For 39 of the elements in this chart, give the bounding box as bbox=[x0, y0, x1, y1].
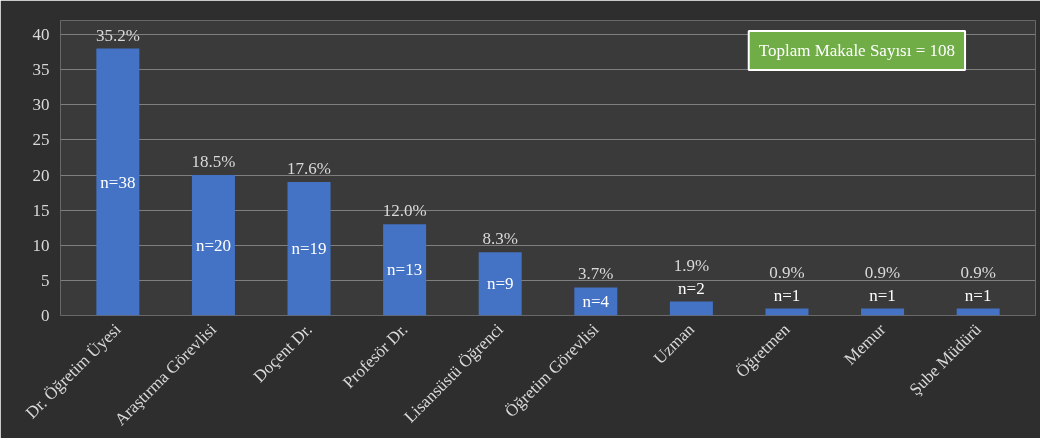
y-tick-label: 15 bbox=[32, 200, 50, 220]
bar bbox=[478, 252, 522, 316]
y-tick-label: 0 bbox=[41, 306, 50, 325]
annotation: 0.9% bbox=[769, 263, 805, 283]
bar bbox=[383, 224, 427, 316]
y-tick-label: 35 bbox=[32, 60, 50, 80]
data-label: n=4 bbox=[582, 291, 610, 311]
y-tick-label: 30 bbox=[32, 95, 50, 115]
y-tick-label: 5 bbox=[41, 270, 50, 290]
y-tick-label: 20 bbox=[32, 165, 50, 185]
data-label: n=2 bbox=[678, 279, 705, 299]
bar bbox=[956, 308, 1000, 316]
annotation: 0.9% bbox=[960, 263, 996, 283]
y-tick-label: 10 bbox=[32, 235, 50, 255]
data-label: n=19 bbox=[291, 239, 327, 259]
y-tick-label: 40 bbox=[32, 25, 50, 45]
data-label: n=20 bbox=[195, 235, 231, 255]
annotation: 35.2% bbox=[95, 25, 140, 45]
data-label: n=1 bbox=[869, 286, 896, 306]
data-label: n=9 bbox=[486, 274, 514, 294]
data-label: n=38 bbox=[100, 172, 136, 192]
bar bbox=[287, 182, 331, 316]
bar bbox=[861, 308, 905, 316]
annotation: 0.9% bbox=[864, 263, 901, 283]
data-label: n=13 bbox=[387, 260, 423, 280]
annotation: 17.6% bbox=[287, 159, 331, 179]
annotation: 8.3% bbox=[482, 229, 518, 249]
annotation: 12.0% bbox=[382, 201, 427, 221]
annotation: 18.5% bbox=[191, 152, 236, 172]
data-label: n=1 bbox=[773, 286, 801, 306]
bar bbox=[669, 301, 713, 316]
y-tick-label: 25 bbox=[32, 130, 50, 150]
annotation: 1.9% bbox=[673, 256, 710, 276]
bar bbox=[191, 175, 235, 316]
bar bbox=[96, 48, 140, 316]
data-label: n=1 bbox=[964, 286, 992, 306]
bar bbox=[765, 308, 809, 316]
annotation: Toplam Makale Sayısı = 108 bbox=[758, 41, 956, 61]
annotation: 3.7% bbox=[578, 264, 614, 284]
